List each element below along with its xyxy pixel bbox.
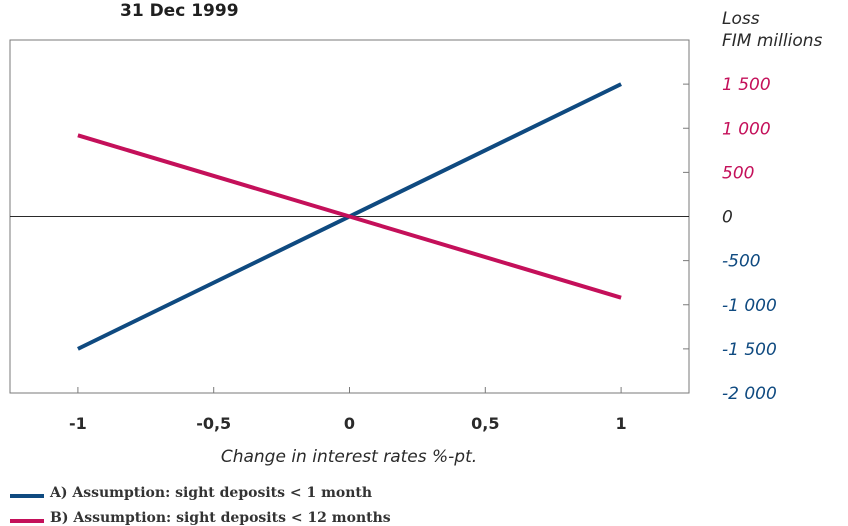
y-tick-label: -2 000 [722,384,777,404]
y-tick-label: -1 000 [722,296,777,316]
legend-label: A) Assumption: sight deposits < 1 month [49,485,372,501]
x-tick-label: -1 [69,414,87,433]
y-axis-label-line1: Loss [722,9,760,29]
y-tick-label: -500 [722,252,761,272]
legend: A) Assumption: sight deposits < 1 month B… [10,485,391,526]
x-tick-label: 1 [616,414,627,433]
series-line-b [77,133,622,300]
y-tick-label: 500 [722,163,754,183]
legend-label: B) Assumption: sight deposits < 12 month… [50,510,391,526]
chart-title: 31 Dec 1999 [120,1,239,21]
y-tick-label: 1 000 [722,119,771,139]
x-tick-label: 0,5 [471,414,499,433]
y-tick-label: 0 [722,208,733,228]
y-axis-label-line2: FIM millions [722,31,822,51]
x-tick-label: -0,5 [196,414,231,433]
y-tick-label: 1 500 [722,75,771,95]
x-tick-label: 0 [344,414,355,433]
x-axis-label: Change in interest rates %-pt. [221,447,477,467]
y-tick-label: -1 500 [722,340,777,360]
